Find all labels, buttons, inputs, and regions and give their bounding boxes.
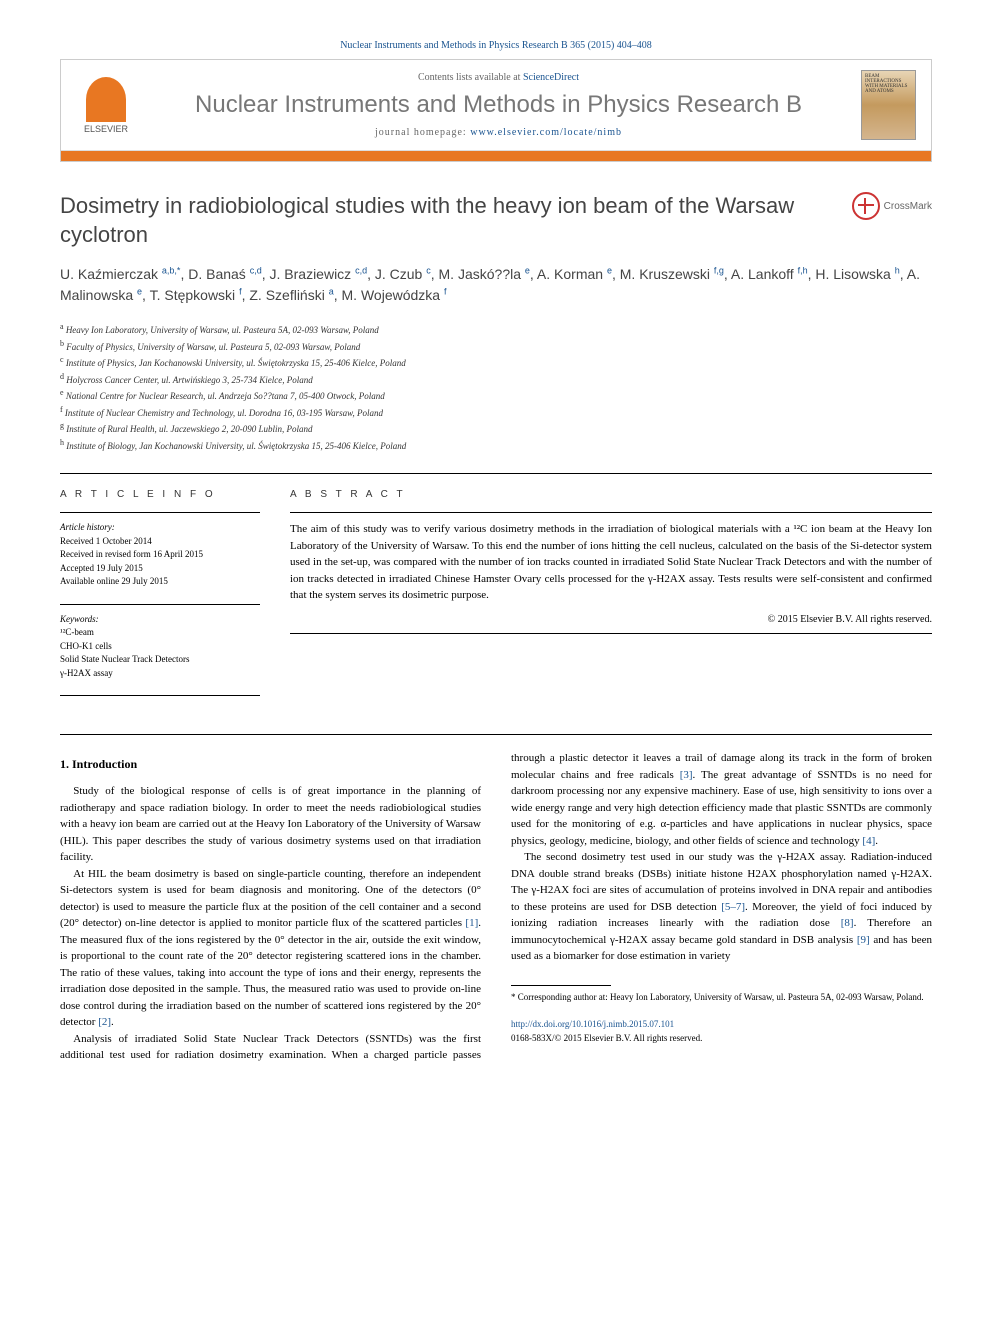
abstract-text: The aim of this study was to verify vari… xyxy=(290,521,932,604)
crossmark-badge[interactable]: CrossMark xyxy=(852,192,932,220)
body-columns: 1. Introduction Study of the biological … xyxy=(60,750,932,1064)
body-paragraph-2: At HIL the beam dosimetry is based on si… xyxy=(60,866,481,1031)
crossmark-icon xyxy=(852,192,880,220)
history-line: Received 1 October 2014 xyxy=(60,535,260,549)
keyword-line: Solid State Nuclear Track Detectors xyxy=(60,653,260,667)
affiliation-line: b Faculty of Physics, University of Wars… xyxy=(60,338,932,355)
history-label: Article history: xyxy=(60,521,260,535)
info-divider xyxy=(60,604,260,605)
contents-available: Contents lists available at ScienceDirec… xyxy=(151,72,846,83)
article-info-column: A R T I C L E I N F O Article history: R… xyxy=(60,489,260,704)
journal-name: Nuclear Instruments and Methods in Physi… xyxy=(151,91,846,119)
ref-link-9[interactable]: [9] xyxy=(857,934,870,946)
journal-homepage: journal homepage: www.elsevier.com/locat… xyxy=(151,127,846,138)
citation-link[interactable]: Nuclear Instruments and Methods in Physi… xyxy=(340,40,652,51)
article-info-heading: A R T I C L E I N F O xyxy=(60,489,260,500)
history-line: Available online 29 July 2015 xyxy=(60,575,260,589)
affiliation-line: f Institute of Nuclear Chemistry and Tec… xyxy=(60,404,932,421)
journal-header-box: ELSEVIER Contents lists available at Sci… xyxy=(60,59,932,162)
ref-link-2[interactable]: [2] xyxy=(98,1016,111,1028)
section-divider xyxy=(60,734,932,735)
crossmark-label: CrossMark xyxy=(884,201,932,212)
affiliation-line: d Holycross Cancer Center, ul. Artwiński… xyxy=(60,371,932,388)
journal-cover-thumbnail: BEAM INTERACTIONS WITH MATERIALS AND ATO… xyxy=(861,70,916,140)
info-divider xyxy=(290,633,932,634)
affiliation-line: h Institute of Biology, Jan Kochanowski … xyxy=(60,437,932,454)
publisher-name: ELSEVIER xyxy=(84,124,128,134)
affiliations-list: a Heavy Ion Laboratory, University of Wa… xyxy=(60,321,932,453)
body-paragraph-4: The second dosimetry test used in our st… xyxy=(511,849,932,965)
footnote-divider xyxy=(511,985,611,986)
info-divider xyxy=(60,512,260,513)
abstract-copyright: © 2015 Elsevier B.V. All rights reserved… xyxy=(290,614,932,625)
history-line: Accepted 19 July 2015 xyxy=(60,562,260,576)
author-list: U. Kaźmierczak a,b,*, D. Banaś c,d, J. B… xyxy=(60,264,932,306)
elsevier-logo: ELSEVIER xyxy=(76,70,136,140)
ref-link-5-7[interactable]: [5–7] xyxy=(721,901,745,913)
orange-divider-bar xyxy=(61,151,931,161)
page-footer: http://dx.doi.org/10.1016/j.nimb.2015.07… xyxy=(511,1018,932,1045)
history-line: Received in revised form 16 April 2015 xyxy=(60,548,260,562)
corresponding-footnote: * Corresponding author at: Heavy Ion Lab… xyxy=(511,991,932,1004)
homepage-link[interactable]: www.elsevier.com/locate/nimb xyxy=(470,127,622,138)
affiliation-line: a Heavy Ion Laboratory, University of Wa… xyxy=(60,321,932,338)
affiliation-line: e National Centre for Nuclear Research, … xyxy=(60,387,932,404)
doi-link[interactable]: http://dx.doi.org/10.1016/j.nimb.2015.07… xyxy=(511,1019,674,1029)
keyword-line: ¹²C-beam xyxy=(60,626,260,640)
keyword-line: CHO-K1 cells xyxy=(60,640,260,654)
section-1-heading: 1. Introduction xyxy=(60,755,481,773)
section-divider xyxy=(60,473,932,474)
keyword-line: γ-H2AX assay xyxy=(60,667,260,681)
ref-link-4[interactable]: [4] xyxy=(862,835,875,847)
elsevier-tree-icon xyxy=(86,77,126,122)
header-citation: Nuclear Instruments and Methods in Physi… xyxy=(60,40,932,51)
abstract-heading: A B S T R A C T xyxy=(290,489,932,500)
ref-link-1[interactable]: [1] xyxy=(465,917,478,929)
info-divider xyxy=(60,695,260,696)
sciencedirect-link[interactable]: ScienceDirect xyxy=(523,72,579,83)
abstract-column: A B S T R A C T The aim of this study wa… xyxy=(290,489,932,704)
body-paragraph-1: Study of the biological response of cell… xyxy=(60,783,481,866)
ref-link-3[interactable]: [3] xyxy=(680,769,693,781)
keywords-label: Keywords: xyxy=(60,613,260,627)
ref-link-8[interactable]: [8] xyxy=(841,917,854,929)
affiliation-line: c Institute of Physics, Jan Kochanowski … xyxy=(60,354,932,371)
issn-copyright: 0168-583X/© 2015 Elsevier B.V. All right… xyxy=(511,1033,702,1043)
info-divider xyxy=(290,512,932,513)
article-history: Article history: Received 1 October 2014… xyxy=(60,521,260,589)
article-title: Dosimetry in radiobiological studies wit… xyxy=(60,192,852,249)
keywords-block: Keywords: ¹²C-beamCHO-K1 cellsSolid Stat… xyxy=(60,613,260,681)
affiliation-line: g Institute of Rural Health, ul. Jaczews… xyxy=(60,420,932,437)
